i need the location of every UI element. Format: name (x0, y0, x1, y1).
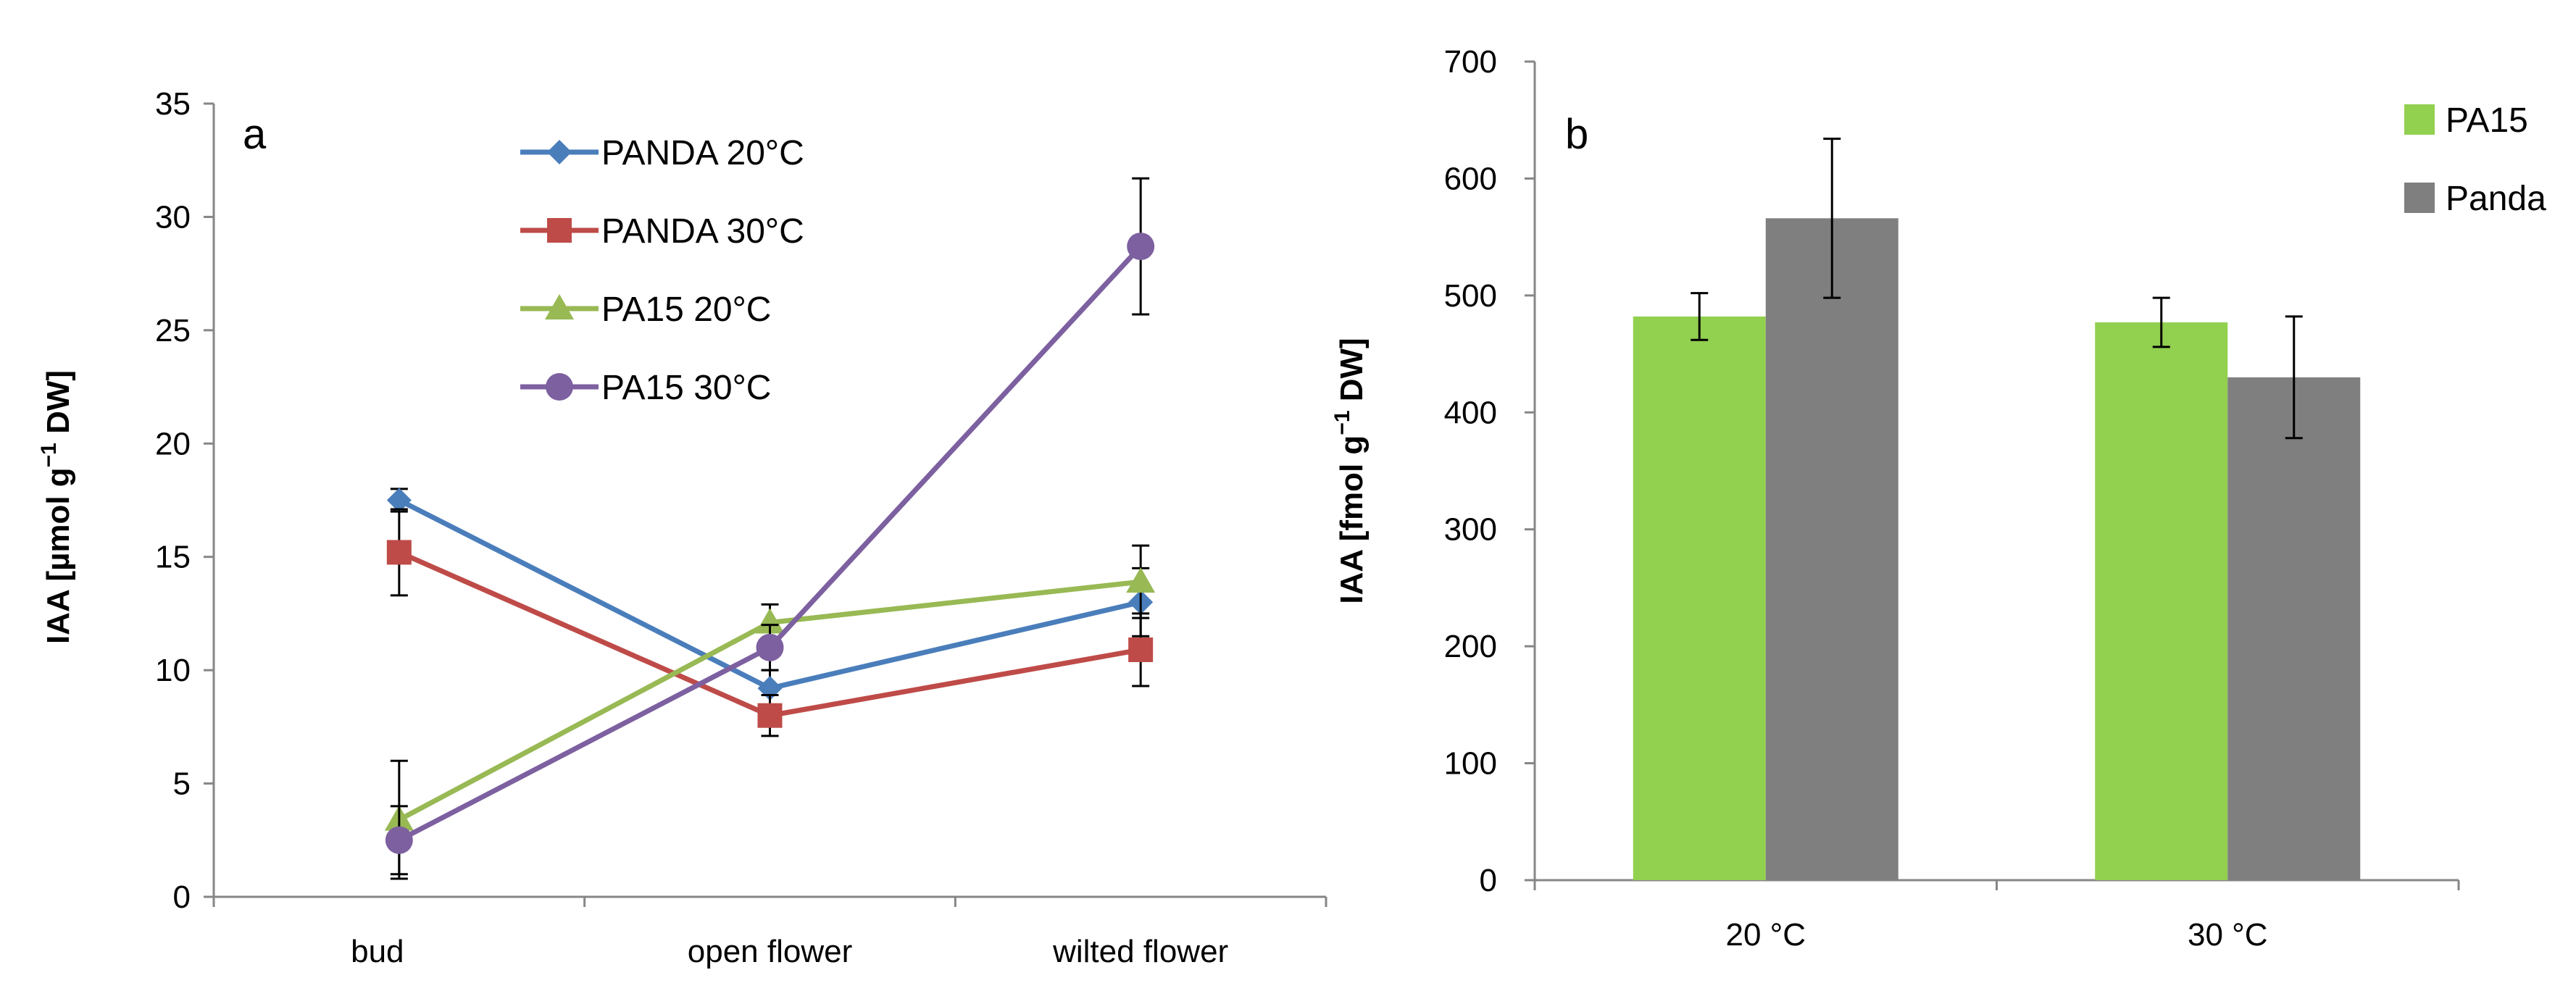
data-point-a (386, 488, 412, 513)
legend-marker-a (546, 373, 573, 401)
bar-b (2227, 377, 2361, 880)
legend-marker-a (545, 294, 574, 319)
y-tick-label-a: 25 (155, 313, 191, 348)
bar-b (2095, 322, 2228, 880)
data-point-a (1126, 567, 1156, 593)
legend-label-a: PANDA 20°C (601, 134, 804, 172)
y-tick-label-a: 15 (155, 540, 191, 575)
y-tick-label-a: 5 (173, 766, 191, 802)
x-tick-label-a: bud (351, 934, 404, 969)
y-tick-label-b: 0 (1480, 863, 1497, 898)
y-tick-label-b: 600 (1444, 161, 1497, 196)
y-axis-label-a: IAA [µmol g−1 DW] (37, 370, 76, 644)
y-tick-label-a: 35 (155, 86, 191, 122)
x-tick-label-b: 30 °C (2188, 917, 2268, 953)
y-tick-label-a: 20 (155, 426, 191, 461)
panel-label-b: b (1565, 111, 1588, 158)
y-tick-label-b: 700 (1444, 44, 1497, 80)
y-tick-label-b: 100 (1444, 746, 1497, 782)
bar-b (1633, 316, 1766, 880)
x-tick-label-a: wilted flower (1052, 934, 1228, 969)
y-tick-label-b: 200 (1444, 629, 1497, 664)
data-point-a (1128, 637, 1154, 662)
legend-marker-a (547, 218, 572, 243)
bar-b (1765, 218, 1898, 880)
y-tick-label-a: 10 (155, 653, 191, 688)
data-point-a (1127, 233, 1155, 261)
chart-a: a IAA [µmol g−1 DW] 0 5 10 15 20 25 30 35 bud ope… (37, 86, 1327, 969)
chart-b: b IAA [fmol g−1 DW] 0 100 200 300 400 500 600 7… (1330, 44, 2546, 953)
legend-label-a: PA15 20°C (601, 290, 771, 329)
legend-swatch-b (2404, 183, 2435, 213)
data-point-a (385, 826, 413, 854)
legend-label-a: PA15 30°C (601, 369, 771, 407)
legend-label-b: PA15 (2446, 101, 2528, 140)
y-tick-label-a: 30 (155, 199, 191, 235)
legend-marker-a (547, 140, 572, 164)
x-tick-label-a: open flower (688, 934, 852, 969)
y-tick-label-a: 0 (173, 879, 191, 915)
y-tick-label-b: 300 (1444, 512, 1497, 548)
data-point-a (386, 540, 412, 565)
y-axis-label-b: IAA [fmol g−1 DW] (1330, 338, 1370, 603)
series-line-a (398, 244, 1143, 842)
legend-label-b: Panda (2446, 180, 2546, 218)
panel-label-a: a (243, 111, 267, 158)
data-point-a (757, 703, 783, 728)
legend-label-a: PANDA 30°C (601, 212, 804, 251)
data-point-a (756, 633, 784, 661)
legend-swatch-b (2404, 104, 2435, 135)
x-tick-label-b: 20 °C (1725, 917, 1806, 953)
y-tick-label-b: 400 (1444, 395, 1497, 430)
y-tick-label-b: 500 (1444, 278, 1497, 314)
data-point-a (755, 608, 785, 634)
